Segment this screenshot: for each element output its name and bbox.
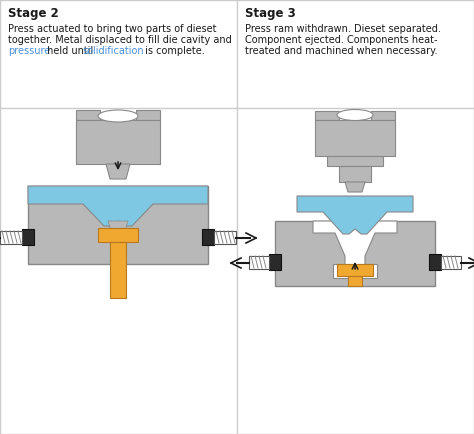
Polygon shape (28, 186, 208, 264)
Bar (0, 231, 22, 244)
Bar (333, 264, 377, 278)
Bar (98, 228, 138, 242)
Polygon shape (106, 164, 130, 179)
Text: Component ejected. Components heat-: Component ejected. Components heat- (245, 35, 438, 45)
Text: held until: held until (44, 46, 96, 56)
Bar (441, 256, 461, 269)
Text: Press actuated to bring two parts of dieset: Press actuated to bring two parts of die… (8, 24, 217, 34)
Polygon shape (28, 186, 208, 226)
Polygon shape (275, 221, 435, 286)
Polygon shape (297, 196, 413, 234)
Ellipse shape (98, 110, 138, 122)
Bar (429, 254, 441, 270)
Bar (348, 276, 362, 286)
Text: is complete.: is complete. (142, 46, 205, 56)
Polygon shape (315, 111, 339, 120)
Bar (269, 254, 281, 270)
Polygon shape (339, 166, 371, 182)
Text: solidification: solidification (82, 46, 144, 56)
Bar (22, 229, 34, 245)
Polygon shape (76, 120, 160, 164)
Bar (337, 264, 373, 276)
Polygon shape (327, 156, 383, 166)
Polygon shape (345, 182, 365, 192)
Bar (202, 229, 214, 245)
Text: Stage 2: Stage 2 (8, 7, 59, 20)
Polygon shape (136, 110, 160, 120)
Polygon shape (313, 221, 397, 266)
Bar (214, 231, 236, 244)
Bar (110, 242, 126, 298)
Text: Stage 3: Stage 3 (245, 7, 296, 20)
Polygon shape (76, 110, 100, 120)
Polygon shape (315, 120, 395, 156)
Polygon shape (108, 221, 128, 234)
Text: treated and machined when necessary.: treated and machined when necessary. (245, 46, 438, 56)
Text: together. Metal displaced to fill die cavity and: together. Metal displaced to fill die ca… (8, 35, 232, 45)
Text: Press ram withdrawn. Dieset separated.: Press ram withdrawn. Dieset separated. (245, 24, 441, 34)
Polygon shape (371, 111, 395, 120)
Ellipse shape (337, 109, 373, 121)
Text: pressure: pressure (8, 46, 50, 56)
Bar (249, 256, 269, 269)
